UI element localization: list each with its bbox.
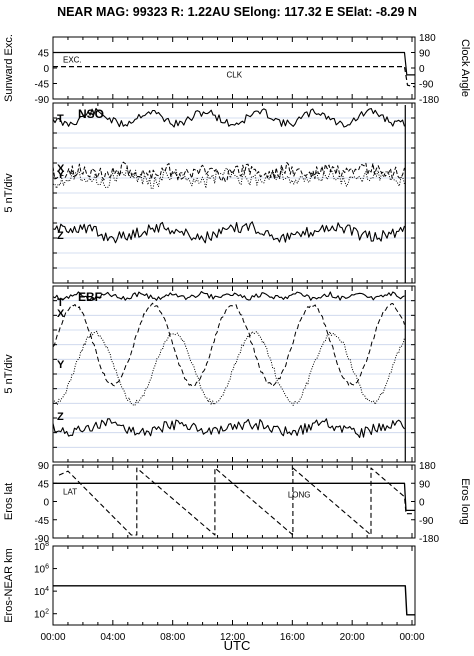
nso-component-label-z: Z <box>57 230 64 242</box>
eros-near-y-tick-label: 102 <box>34 609 49 621</box>
ebf-panel-label: EBF <box>78 290 102 304</box>
ebf-component-label-t: T <box>57 297 64 309</box>
eros-lat-y-axis-label: Eros lat <box>3 483 15 520</box>
x-axis-label: UTC <box>224 638 251 653</box>
series-label-clk: CLK <box>227 71 243 80</box>
eros-lat-y-tick-label: 45 <box>38 479 50 490</box>
x-tick-label: 20:00 <box>340 632 365 643</box>
ebf-x-line <box>52 302 405 387</box>
eros-long-y-axis-label: Eros long <box>459 478 471 524</box>
nso-component-label-y: Y <box>57 169 65 181</box>
series-label-lat: LAT <box>63 487 77 496</box>
nso-z-line <box>52 221 406 244</box>
sunward-y-tick-label: 45 <box>38 49 50 60</box>
clock-y-tick-label: 0 <box>419 64 425 75</box>
sunward-panel-frame <box>52 36 416 100</box>
clock-y-tick-label: 180 <box>419 33 436 44</box>
series-line-exc <box>53 51 415 76</box>
series-line-clk <box>53 65 416 88</box>
eros-long-y-tick-label: 90 <box>419 479 431 490</box>
nso-x-line <box>52 161 405 182</box>
eros-long-y-tick-label: -180 <box>419 534 439 545</box>
sunward-y-tick-label: -90 <box>35 95 50 106</box>
clock-y-tick-label: 90 <box>419 49 431 60</box>
x-tick-label: 04:00 <box>100 632 125 643</box>
ebf-z-line <box>52 418 405 439</box>
plot-title: NEAR MAG: 99323 R: 1.22AU SElong: 117.32… <box>57 5 417 19</box>
eros-lat-y-tick-label: -90 <box>35 534 50 545</box>
sunward-y-axis-label: Sunward Exc. <box>3 34 15 102</box>
x-tick-label: 00:00 <box>40 632 65 643</box>
eros-long-line <box>58 467 415 536</box>
ebf-component-label-x: X <box>57 308 65 320</box>
ebf-y-line <box>52 330 405 406</box>
panels-layer: 45 0 -45 -90 180 90 0 -90 -180 EXC. CLK Sunward Exc… <box>3 33 471 643</box>
series-label-long: LONG <box>288 490 311 499</box>
x-tick-label: 16:00 <box>280 632 305 643</box>
sunward-y-tick-label: 0 <box>43 64 49 75</box>
x-tick-label: 00:00 <box>399 632 424 643</box>
series-label-exc: EXC. <box>63 56 82 65</box>
eros-latlong-panel-frame <box>52 464 416 539</box>
ebf-component-label-y: Y <box>57 359 65 371</box>
eros-lat-y-tick-label: -45 <box>35 516 50 527</box>
sunward-y-tick-label: -45 <box>35 80 50 91</box>
eros-long-y-tick-label: -90 <box>419 516 434 527</box>
nso-y-axis-label: 5 nT/div <box>3 173 15 213</box>
nso-component-label-t: T <box>57 113 64 125</box>
ebf-t-line <box>52 291 405 301</box>
eros-near-y-tick-label: 106 <box>34 564 49 576</box>
x-tick-label: 12:00 <box>220 632 245 643</box>
eros-long-y-tick-label: 180 <box>419 461 436 472</box>
eros-near-y-tick-label: 108 <box>34 541 49 553</box>
eros-lat-y-tick-label: 0 <box>43 498 49 509</box>
eros-long-y-tick-label: 0 <box>419 498 425 509</box>
clock-y-axis-label: Clock Angle <box>459 39 471 97</box>
nso-component-label-x: X <box>57 163 65 175</box>
eros-lat-line <box>53 482 415 512</box>
x-tick-label: 08:00 <box>160 632 185 643</box>
eros-near-y-axis-label: Eros-NEAR km <box>3 548 15 623</box>
clock-y-tick-label: -180 <box>419 95 439 106</box>
ebf-y-axis-label: 5 nT/div <box>3 354 15 394</box>
eros-near-distance-line <box>53 585 415 616</box>
nso-t-line <box>52 107 406 128</box>
eros-lat-y-tick-label: 90 <box>38 461 50 472</box>
eros-near-y-tick-label: 104 <box>34 586 49 598</box>
clock-y-tick-label: -90 <box>419 80 434 91</box>
ebf-component-label-z: Z <box>57 411 64 423</box>
